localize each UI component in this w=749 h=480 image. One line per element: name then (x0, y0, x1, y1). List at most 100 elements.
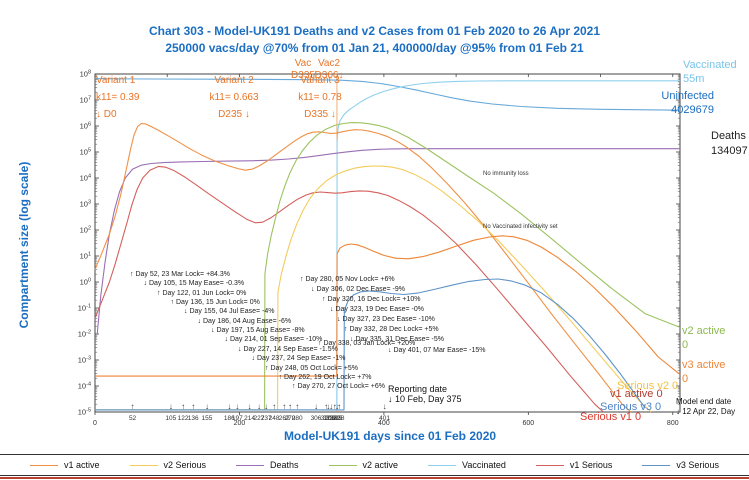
series-v1-serious (94, 165, 604, 413)
series-vaccinated (95, 80, 680, 411)
variant3-day: D335 ↓ (304, 109, 336, 120)
end-label-deaths: Deaths (711, 130, 746, 142)
vac-day: D335 (291, 70, 315, 81)
chart-title-line2: 250000 vacs/day @70% from 01 Jan 21, 400… (165, 41, 584, 55)
event-annotation: ↓ Day 306, 02 Dec Ease= -9% (311, 286, 405, 293)
event-arrow: ↓ (314, 402, 318, 411)
event-day-number: 270 (285, 415, 296, 422)
event-arrow: ↑ (282, 402, 286, 411)
event-annotation: ↑ Day 280, 05 Nov Lock= +6% (300, 276, 395, 283)
note-no-vaccinated-infectivity: No Vaccinated infectivity set (483, 224, 558, 230)
event-annotation: ↑ Day 320, 16 Dec Lock= +10% (322, 296, 421, 303)
series-uninfected (94, 78, 681, 111)
series-v2-active (95, 122, 681, 411)
variant1-k: k11= 0.39 (96, 92, 140, 103)
legend-swatch (129, 464, 158, 466)
end-label-uninfected: Uninfected (661, 90, 714, 102)
legend-swatch (535, 464, 564, 466)
legend-swatch (236, 464, 265, 466)
event-day-number: 335 (332, 415, 343, 422)
legend-item-v3-serious: v3 Serious (642, 460, 719, 470)
model-end-line2: ↓ 12 Apr 22, Day (676, 407, 736, 416)
event-arrow: ↓ (326, 402, 330, 411)
event-annotation: ↓ Day 186, 04 Aug Ease= -6% (197, 317, 292, 325)
legend-label: Vaccinated (462, 460, 506, 470)
annotation-vac2: Vac2 D366↓ (314, 58, 344, 82)
chart-title-line1: Chart 303 - Model-UK191 Deaths and v2 Ca… (148, 24, 601, 38)
legend-label: v2 Serious (163, 460, 207, 470)
y-tick-label: 101 (80, 252, 91, 261)
y-tick-label: 10-1 (78, 304, 91, 313)
series-v2-serious (95, 165, 652, 413)
event-day-number: 186 (224, 415, 235, 422)
x-tick-label: 600 (522, 420, 534, 427)
event-annotation: ↓ Day 323, 19 Dec Ease= -0% (330, 306, 424, 313)
legend-label: Deaths (270, 460, 299, 470)
variant1-day: ↓ D0 (96, 109, 117, 120)
event-arrow: ↑ (191, 402, 195, 411)
legend-swatch (29, 464, 58, 466)
legend: v1 active v2 Serious Deaths v2 active Vaccin… (0, 454, 749, 476)
end-label-vaccinated: Vaccinated (683, 59, 737, 71)
reporting-date-line1: Reporting date (388, 384, 448, 394)
annotation-vac: Vac D335 (288, 58, 318, 82)
annotation-reporting-date: Reporting date ↓ 10 Feb, Day 375 (388, 384, 462, 404)
y-tick-label: 10-5 (78, 408, 91, 417)
y-tick-label: 102 (80, 226, 91, 235)
model-end-line1: Model end date (676, 397, 732, 406)
legend-item-v1-serious: v1 Serious (535, 460, 613, 470)
event-day-number: 197 (232, 415, 243, 422)
y-tick-label: 108 (80, 70, 91, 79)
event-annotation: ↓ Day 155, 04 Jul Ease= -4% (184, 308, 275, 316)
x-tick-label: 0 (93, 420, 97, 427)
x-tick-label: 200 (234, 420, 246, 427)
event-arrow: ↓ (169, 402, 173, 411)
event-arrow: ↓ (205, 402, 209, 411)
variant1-name: Variant 1 (96, 75, 136, 86)
event-day-number: 327 (326, 415, 337, 422)
note-no-immunity-loss: No immunity loss (483, 171, 529, 177)
variant3-name: Variant 3 (300, 75, 340, 86)
legend-label: v1 active (63, 460, 100, 470)
y-tick-label: 100 (80, 278, 91, 287)
event-annotation: ↑ Day 136, 15 Jun Lock= 0% (170, 299, 260, 307)
annotation-model-end: Model end date ↓ 12 Apr 22, Day (676, 397, 735, 417)
end-label-v1-active-0: v1 active 0 (610, 388, 663, 400)
event-arrow: ↑ (337, 402, 341, 411)
annotation-variant3: Variant 3 k11= 0.78 D335 ↓ (286, 72, 354, 123)
legend-label: v2 active (362, 460, 399, 470)
x-axis-label: Model-UK191 days since 01 Feb 2020 (283, 429, 497, 443)
variant2-k: k11= 0.663 (209, 92, 259, 103)
event-day-number: 306 (311, 415, 322, 422)
event-annotation: ↑ Day 262, 19 Oct Lock= +7% (278, 373, 372, 381)
event-arrow: ↓ (383, 402, 387, 411)
plot-frame (94, 73, 681, 413)
event-day-number: 105 (165, 415, 176, 422)
y-tick-label: 10-2 (78, 330, 91, 339)
end-label-v2-active: v2 active (682, 325, 726, 337)
legend-label: v1 Serious (569, 460, 613, 470)
end-label-v3-active: v3 active (682, 359, 726, 371)
end-label-4029679: 4029679 (671, 104, 714, 116)
event-arrow: ↑ (181, 402, 185, 411)
event-annotation: ↓ Day 214, 01 Sep Ease= -10% (224, 336, 323, 344)
event-arrow: ↓ (264, 402, 268, 411)
event-day-number: 237 (261, 415, 272, 422)
event-day-number: 262 (279, 415, 290, 422)
event-annotation: ↓ Day 227, 14 Sep Ease= -1.5% (238, 345, 338, 353)
event-arrow: ↑ (288, 402, 292, 411)
event-day-number: 332 (329, 415, 340, 422)
event-arrow: ↑ (295, 402, 299, 411)
event-annotation: ↑ Day 332, 28 Dec Lock= +5% (344, 326, 439, 333)
event-annotation: ↓ Day 197, 15 Aug Ease= -8% (211, 327, 305, 335)
event-day-number: 401 (379, 415, 390, 422)
end-label-55m: 55m (683, 73, 705, 85)
end-label-0: 0 (682, 339, 689, 351)
legend-item-v2-active: v2 active (328, 460, 399, 470)
event-annotation: ↓ Day 237, 24 Sep Ease= -1% (251, 355, 346, 363)
event-annotation: ↓ Day 105, 15 May Ease= -0.3% (143, 280, 245, 288)
event-day-number: 227 (254, 415, 265, 422)
event-arrow: ↓ (329, 402, 333, 411)
event-arrow: ↑ (324, 402, 328, 411)
